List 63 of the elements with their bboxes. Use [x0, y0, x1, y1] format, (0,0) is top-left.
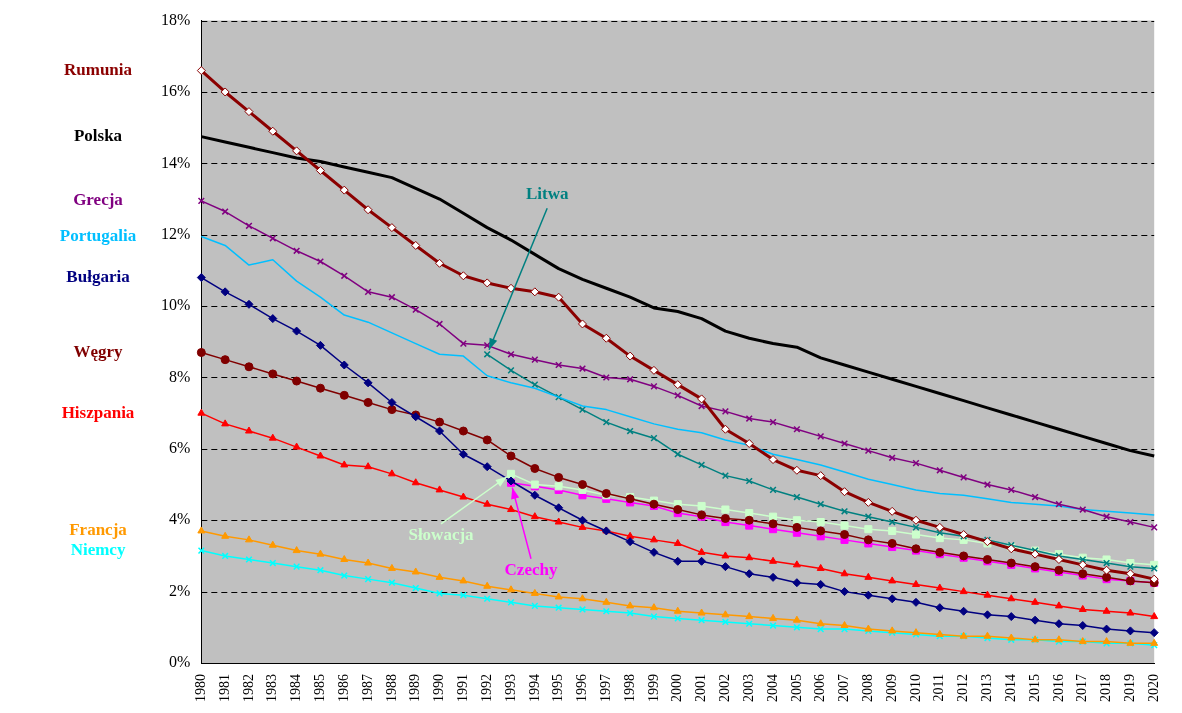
x-tick-label: 2016 — [1050, 674, 1066, 702]
x-tick-label: 1992 — [478, 674, 494, 702]
x-tick-label: 1984 — [288, 674, 304, 702]
x-tick-label: 2009 — [883, 674, 899, 702]
x-tick-label: 2018 — [1098, 674, 1114, 702]
text: Francja — [69, 520, 128, 540]
x-tick-label: 1995 — [550, 674, 566, 702]
x-tick-label: 2019 — [1122, 674, 1138, 702]
y-tick-label: 0% — [169, 653, 191, 671]
y-tick-label: 6% — [169, 439, 191, 457]
x-tick-label: 2012 — [955, 674, 971, 702]
x-tick-label: 1989 — [407, 674, 423, 702]
x-tick-label: 2001 — [693, 674, 709, 702]
x-tick-label: 2015 — [1026, 674, 1042, 702]
x-tick-label: 2010 — [907, 674, 923, 702]
y-tick-label: 2% — [169, 581, 191, 599]
x-tick-label: 1986 — [335, 674, 351, 702]
text: Grecja — [73, 190, 124, 210]
y-tick-label: 14% — [161, 153, 191, 171]
x-tick-label: 2008 — [860, 674, 876, 702]
text: Czechy — [504, 560, 558, 580]
x-tick-label: 2013 — [979, 674, 995, 702]
x-tick-label: 2000 — [669, 674, 685, 702]
x-tick-label: 1988 — [383, 674, 399, 702]
x-tick-label: 2014 — [1002, 674, 1018, 702]
x-tick-label: 1994 — [526, 674, 542, 702]
x-tick-label: 1987 — [359, 674, 375, 702]
text: Rumunia — [63, 59, 133, 79]
text: Słowacja — [408, 525, 475, 545]
text: Hiszpania — [61, 402, 135, 422]
text: Polska — [73, 125, 123, 145]
x-tick-label: 2017 — [1074, 674, 1090, 702]
x-tick-label: 2006 — [812, 674, 828, 702]
y-tick-label: 16% — [161, 82, 191, 100]
x-tick-label: 2007 — [836, 674, 852, 702]
text: Bułgaria — [66, 266, 131, 286]
x-tick-label: 2003 — [740, 674, 756, 702]
x-tick-label: 1997 — [597, 674, 613, 702]
x-tick-label: 2004 — [764, 674, 780, 702]
text: Węgry — [73, 341, 124, 361]
x-tick-label: 1982 — [240, 674, 256, 702]
y-tick-label: 18% — [161, 10, 191, 28]
y-tick-label: 12% — [161, 224, 191, 242]
x-tick-label: 2002 — [717, 674, 733, 702]
x-tick-label: 2005 — [788, 674, 804, 702]
x-tick-label: 1996 — [574, 674, 590, 702]
text: Litwa — [525, 183, 569, 203]
y-tick-label: 8% — [169, 367, 191, 385]
x-tick-label: 1991 — [455, 674, 471, 702]
x-tick-label: 1998 — [621, 674, 637, 702]
x-tick-label: 1999 — [645, 674, 661, 702]
x-tick-label: 1981 — [216, 674, 232, 702]
text: Portugalia — [59, 225, 137, 245]
x-tick-label: 2020 — [1145, 674, 1161, 702]
x-tick-label: 1990 — [431, 674, 447, 702]
x-tick-label: 1983 — [264, 674, 280, 702]
x-tick-label: 2011 — [931, 674, 947, 702]
text: Niemcy — [70, 539, 126, 559]
x-tick-label: 1980 — [193, 674, 208, 702]
x-tick-label: 1985 — [312, 674, 328, 702]
y-tick-label: 4% — [169, 510, 191, 528]
x-tick-label: 1993 — [502, 674, 518, 702]
y-tick-label: 10% — [161, 296, 191, 314]
